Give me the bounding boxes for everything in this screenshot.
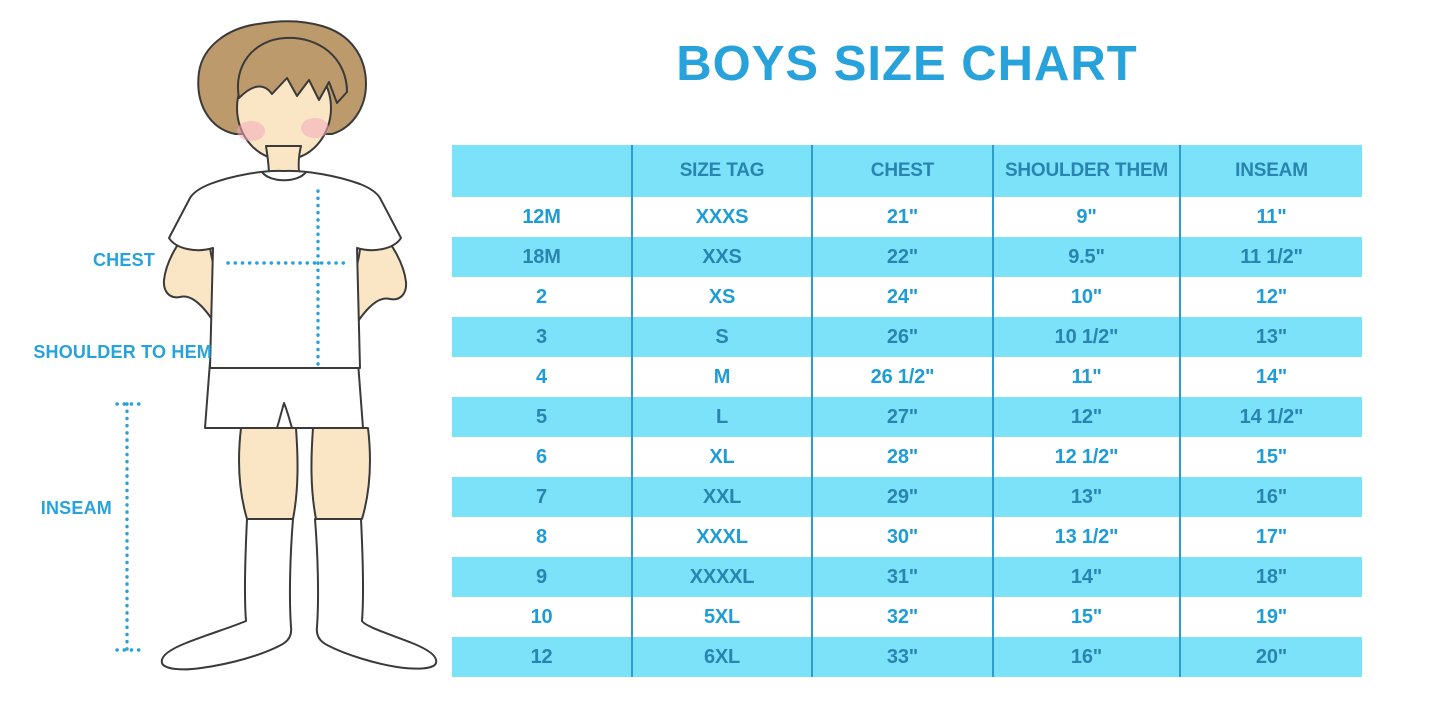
size-tag-cell: 5XL [631, 597, 812, 637]
header-row: SIZE TAG CHEST SHOULDER THEM INSEAM [452, 145, 1362, 197]
shoulder-cell: 16" [992, 637, 1180, 677]
chest-cell: 22" [811, 237, 993, 277]
chest-cell: 21" [811, 197, 993, 237]
inseam-measure-line [115, 402, 142, 652]
shirt-neckline [261, 171, 307, 182]
left-leg-shape [238, 427, 299, 520]
inseam-cell: 12" [1179, 277, 1362, 317]
age-cell: 9 [452, 557, 632, 597]
age-cell: 8 [536, 525, 547, 548]
table-row: 10 5XL 32" 15" 19" [452, 597, 1362, 637]
chest-cell: 26 1/2" [811, 357, 993, 397]
age-cell: 10 [530, 605, 553, 628]
inseam-cell: 20" [1179, 637, 1362, 677]
shoulder-cell: 11" [992, 357, 1180, 397]
size-tag-cell: XL [631, 437, 812, 477]
right-leg-shape [310, 427, 371, 520]
size-tag-cell: XXXXL [631, 557, 812, 597]
shoulder-cell: 12 1/2" [992, 437, 1180, 477]
shoulder-cell: 15" [992, 597, 1180, 637]
table-row: 8 XXXL 30" 13 1/2" 17" [452, 517, 1362, 557]
header-shoulder: SHOULDER THEM [992, 145, 1180, 197]
size-tag-cell: XXS [631, 237, 812, 277]
size-tag-cell: XXXS [631, 197, 812, 237]
size-tag-cell: S [631, 317, 812, 357]
size-tag-cell: XXL [631, 477, 812, 517]
inseam-cell: 13" [1179, 317, 1362, 357]
table-row: 9 XXXXL 31" 14" 18" [452, 557, 1362, 597]
age-cell: 3 [452, 317, 632, 357]
shoulder-cell: 9.5" [992, 237, 1180, 277]
chest-cell: 32" [811, 597, 993, 637]
inseam-cell: 16" [1179, 477, 1362, 517]
chest-cell: 31" [811, 557, 993, 597]
shoulder-cell: 14" [992, 557, 1180, 597]
age-cell: 7 [452, 477, 632, 517]
age-cell: 4 [536, 365, 547, 388]
header-inseam: INSEAM [1179, 145, 1362, 197]
size-tag-cell: L [631, 397, 812, 437]
chest-label: CHEST [92, 250, 155, 270]
table-row: 12M XXXS 21" 9" 11" [452, 197, 1362, 237]
page-title: BOYS SIZE CHART [676, 37, 1138, 91]
chest-cell: 27" [811, 397, 993, 437]
shoulder-to-hem-label: SHOULDER TO HEM [33, 342, 212, 362]
size-table: SIZE TAG CHEST SHOULDER THEM INSEAM 12M … [452, 145, 1362, 677]
inseam-label: INSEAM [40, 498, 112, 518]
shirt-shape [168, 169, 402, 369]
age-cell: 12 [452, 637, 632, 677]
boy-illustration [115, 20, 438, 671]
header-age [452, 145, 632, 197]
hair-fringe-shape [236, 36, 348, 104]
inseam-cell: 14 1/2" [1179, 397, 1362, 437]
inseam-cell: 19" [1179, 597, 1362, 637]
table-row: 5 L 27" 12" 14 1/2" [452, 397, 1362, 437]
header-chest: CHEST [811, 145, 993, 197]
inseam-cell: 11" [1179, 197, 1362, 237]
shorts-shape [204, 361, 364, 429]
shoulder-cell: 10" [992, 277, 1180, 317]
table-row: 7 XXL 29" 13" 16" [452, 477, 1362, 517]
chest-cell: 26" [811, 317, 993, 357]
chest-cell: 30" [811, 517, 993, 557]
age-cell: 12M [522, 205, 561, 228]
age-cell: 18M [452, 237, 632, 277]
inseam-cell: 17" [1179, 517, 1362, 557]
size-tag-cell: XXXL [631, 517, 812, 557]
inseam-cell: 11 1/2" [1179, 237, 1362, 277]
age-cell: 6 [536, 445, 547, 468]
chest-cell: 28" [811, 437, 993, 477]
table-row: 12 6XL 33" 16" 20" [452, 637, 1362, 677]
shoulder-cell: 12" [992, 397, 1180, 437]
table-row: 2 XS 24" 10" 12" [452, 277, 1362, 317]
left-blush [237, 121, 265, 141]
inseam-cell: 18" [1179, 557, 1362, 597]
table-row: 3 S 26" 10 1/2" 13" [452, 317, 1362, 357]
chest-cell: 33" [811, 637, 993, 677]
header-size-tag: SIZE TAG [631, 145, 812, 197]
left-sock-shape [160, 518, 294, 671]
shoulder-cell: 9" [992, 197, 1180, 237]
chest-cell: 29" [811, 477, 993, 517]
table-row: 4 M 26 1/2" 11" 14" [452, 357, 1362, 397]
chest-cell: 24" [811, 277, 993, 317]
shoulder-cell: 13" [992, 477, 1180, 517]
right-sock-shape [314, 518, 438, 670]
inseam-cell: 14" [1179, 357, 1362, 397]
shoulder-cell: 10 1/2" [992, 317, 1180, 357]
table-row: 6 XL 28" 12 1/2" 15" [452, 437, 1362, 477]
shoulder-cell: 13 1/2" [992, 517, 1180, 557]
right-blush [301, 118, 329, 138]
size-tag-cell: 6XL [631, 637, 812, 677]
age-cell: 2 [536, 285, 547, 308]
size-tag-cell: XS [631, 277, 812, 317]
inseam-cell: 15" [1179, 437, 1362, 477]
age-cell: 5 [452, 397, 632, 437]
table-row: 18M XXS 22" 9.5" 11 1/2" [452, 237, 1362, 277]
size-tag-cell: M [631, 357, 812, 397]
